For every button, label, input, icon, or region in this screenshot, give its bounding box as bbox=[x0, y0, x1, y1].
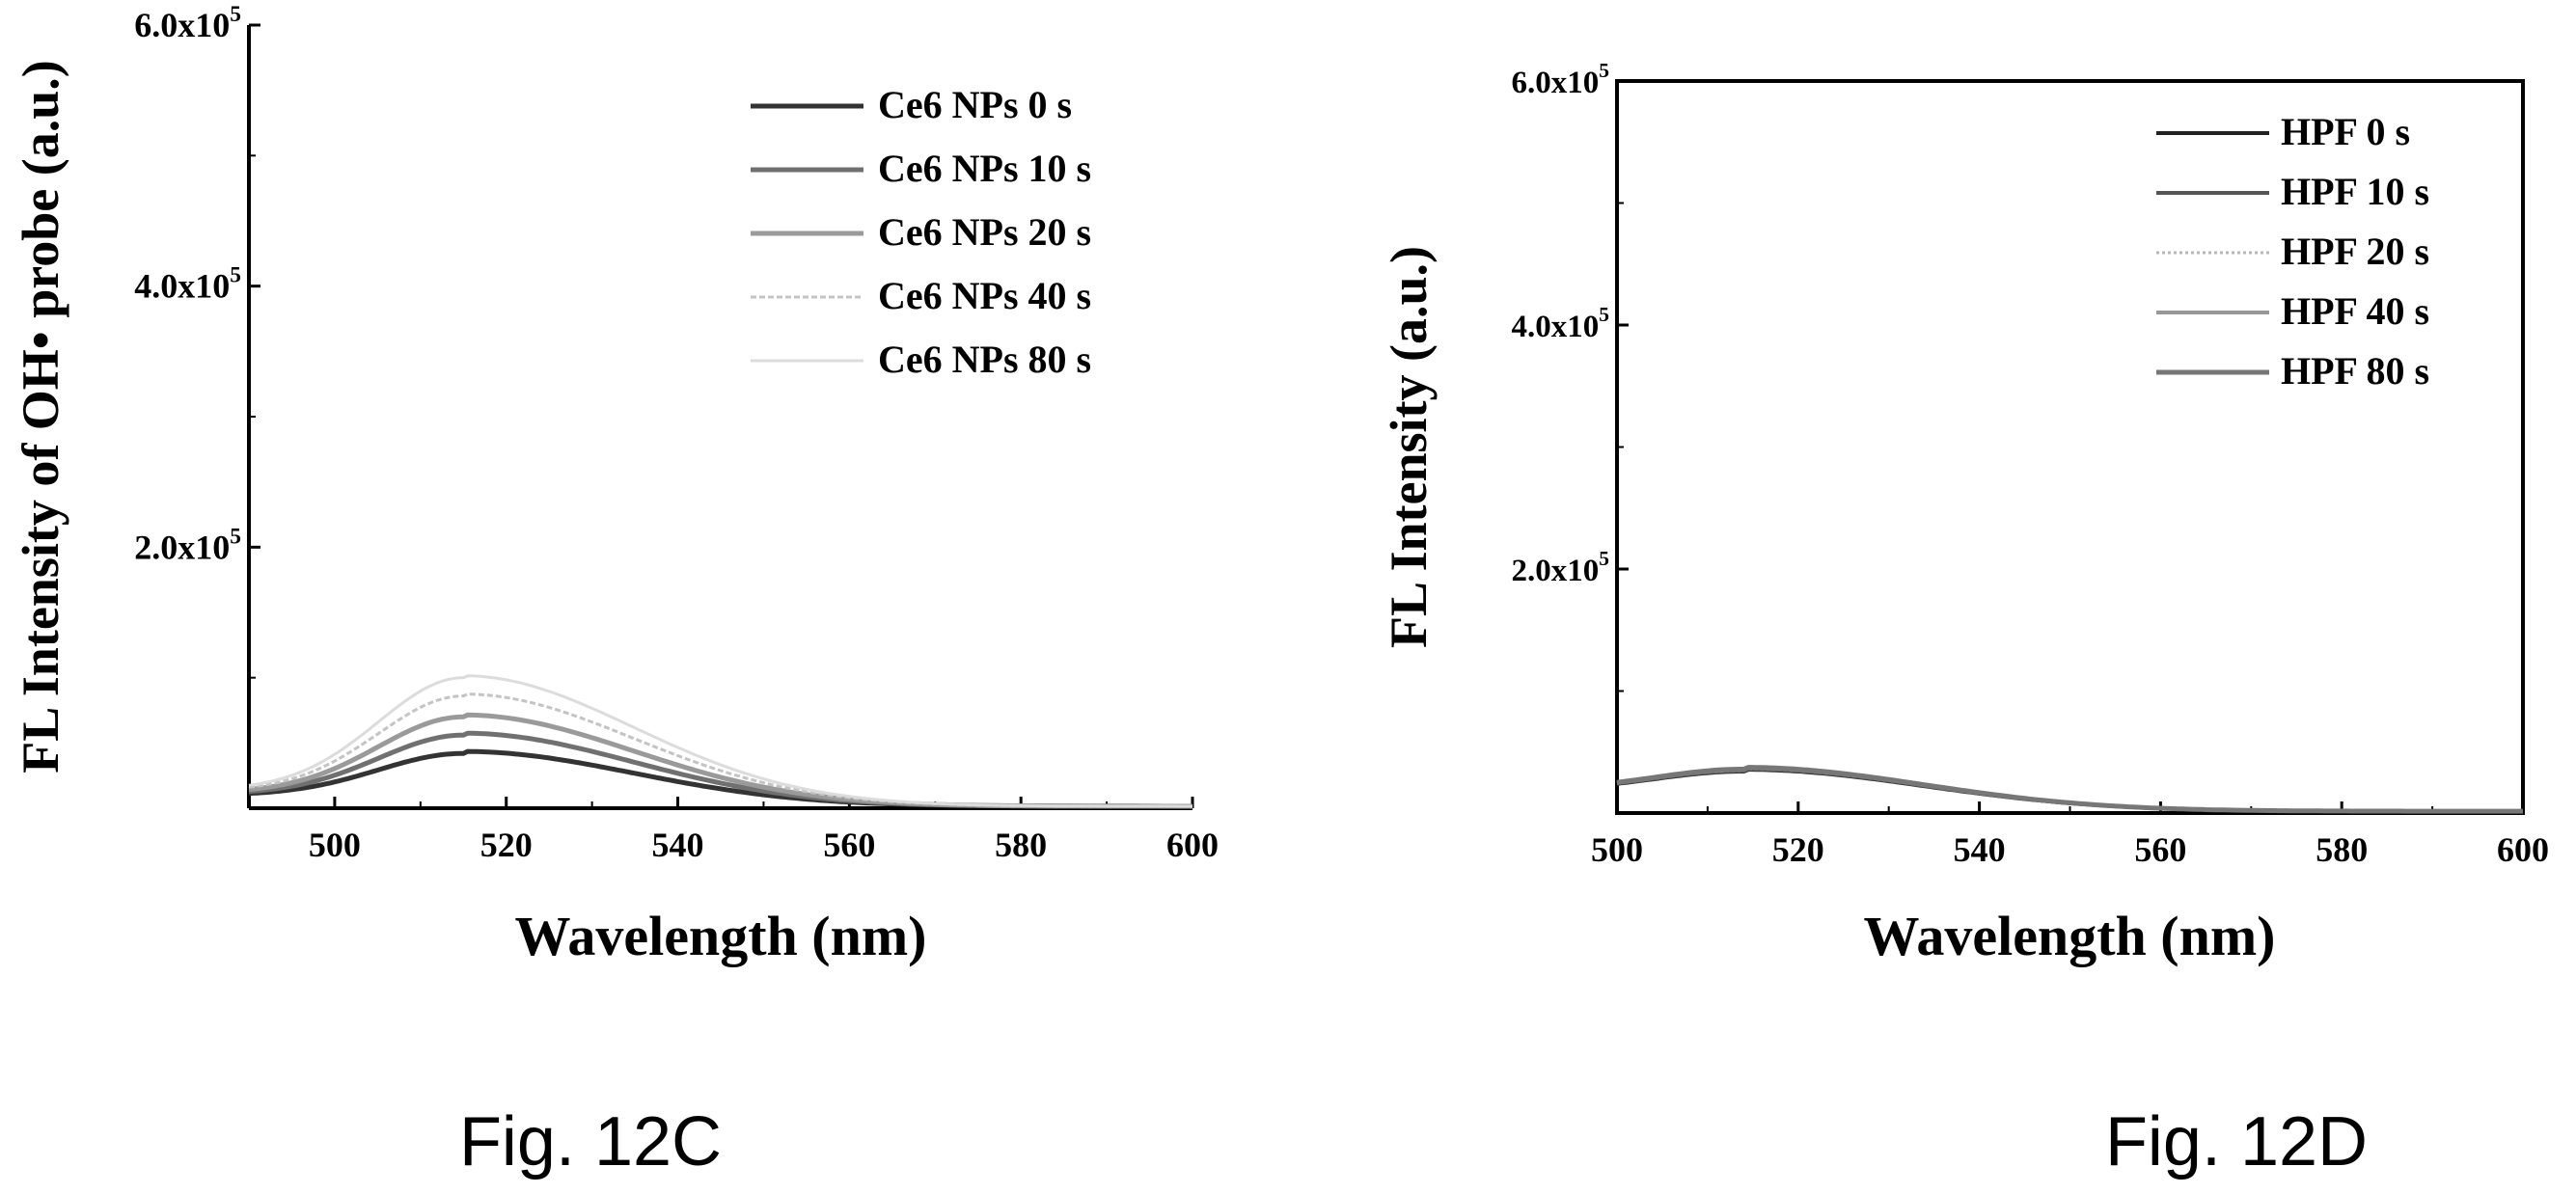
x-axis-label: Wavelength (nm) bbox=[515, 905, 927, 967]
x-tick-label: 540 bbox=[1954, 830, 2006, 869]
series-group bbox=[248, 674, 1192, 809]
legend-label: HPF 20 s bbox=[2281, 230, 2429, 273]
legend-label: Ce6 NPs 10 s bbox=[878, 147, 1091, 190]
series-line bbox=[248, 712, 1192, 809]
legend-label: Ce6 NPs 20 s bbox=[878, 210, 1091, 254]
figure-caption-12c: Fig. 12C bbox=[459, 1103, 722, 1180]
x-tick-label: 560 bbox=[823, 826, 875, 864]
x-axis-label: Wavelength (nm) bbox=[1864, 905, 2276, 967]
legend-label: HPF 80 s bbox=[2281, 349, 2429, 393]
x-tick-label: 520 bbox=[1772, 830, 1824, 869]
legend-label: HPF 0 s bbox=[2281, 110, 2410, 153]
y-axis-label: FL Intensity (a.u.) bbox=[1380, 246, 1438, 648]
series-line bbox=[248, 692, 1192, 808]
y-tick-label: 6.0x105 bbox=[1512, 59, 1609, 100]
legend-label: Ce6 NPs 0 s bbox=[878, 83, 1072, 126]
x-tick-label: 500 bbox=[309, 826, 361, 864]
y-tick-label: 6.0x105 bbox=[134, 2, 241, 44]
y-tick-label: 4.0x105 bbox=[1512, 303, 1609, 344]
legend: Ce6 NPs 0 s Ce6 NPs 10 s Ce6 NPs 20 s Ce6 N… bbox=[751, 83, 1091, 381]
legend-label: HPF 10 s bbox=[2281, 170, 2429, 213]
y-tick-label: 4.0x105 bbox=[134, 263, 241, 306]
x-tick-label: 600 bbox=[1166, 826, 1219, 864]
series-line bbox=[248, 674, 1192, 808]
x-tick-label: 500 bbox=[1591, 830, 1643, 869]
legend-label: HPF 40 s bbox=[2281, 289, 2429, 333]
chart-12d: 500 520 540 560 580 600 2.0x105 4.0x105 6.0x105 W… bbox=[1380, 59, 2549, 967]
x-tick-label: 580 bbox=[2316, 830, 2368, 869]
y-tick-label: 2.0x105 bbox=[134, 524, 241, 566]
series-line bbox=[1616, 765, 2523, 814]
x-tick-label: 580 bbox=[995, 826, 1047, 864]
x-tick-label: 520 bbox=[480, 826, 533, 864]
chart-12c: 500 520 540 560 580 600 2.0x105 4.0x105 6.0x105 W… bbox=[12, 2, 1219, 967]
x-tick-label: 540 bbox=[652, 826, 704, 864]
x-tick-label: 560 bbox=[2134, 830, 2186, 869]
series-group bbox=[1616, 765, 2523, 814]
figure-caption-12d: Fig. 12D bbox=[2105, 1103, 2368, 1180]
legend-label: Ce6 NPs 80 s bbox=[878, 338, 1091, 381]
x-tick-label: 600 bbox=[2497, 830, 2549, 869]
y-tick-label: 2.0x105 bbox=[1512, 547, 1609, 588]
legend-label: Ce6 NPs 40 s bbox=[878, 274, 1091, 317]
y-axis-label: FL Intensity of OH• probe (a.u.) bbox=[12, 60, 69, 773]
legend: HPF 0 s HPF 10 s HPF 20 s HPF 40 s HPF 80 s bbox=[2156, 110, 2429, 393]
